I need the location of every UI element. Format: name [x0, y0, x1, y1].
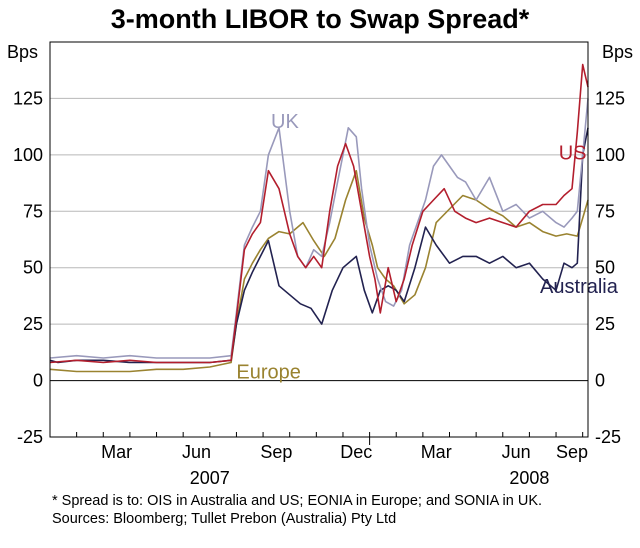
x-tick-label: Mar	[101, 442, 132, 462]
series-layer	[49, 63, 589, 373]
y-tick-left: 25	[23, 314, 43, 334]
x-tick-label: Mar	[421, 442, 452, 462]
y-tick-right: 125	[595, 88, 625, 108]
x-tick-label: Sep	[556, 442, 588, 462]
footnote-spread-note: * Spread is to: OIS in Australia and US;…	[52, 493, 543, 509]
series-label-europe: Europe	[236, 362, 301, 384]
x-tick-label: Dec	[340, 442, 372, 462]
y-tick-left: 50	[23, 258, 43, 278]
y-axis-unit-right: Bps	[602, 42, 633, 62]
y-tick-right: 75	[595, 201, 615, 221]
labels-layer: Europe Australia UK US	[236, 111, 618, 384]
y-tick-right: 100	[595, 145, 625, 165]
plot-frame	[49, 41, 589, 438]
x-tick-label: Jun	[502, 442, 531, 462]
y-tick-right: -25	[595, 427, 621, 447]
y-tick-right: 25	[595, 314, 615, 334]
x-tick-label: Sep	[260, 442, 292, 462]
x-tick-label: Jun	[182, 442, 211, 462]
x-year-label: 2007	[190, 468, 230, 488]
x-year-label: 2008	[509, 468, 549, 488]
y-tick-left: -25	[17, 427, 43, 447]
y-tick-right: 0	[595, 371, 605, 391]
series-line-us	[49, 63, 589, 364]
series-line-australia	[49, 127, 589, 364]
grid-lines	[50, 97, 588, 445]
y-tick-right: 50	[595, 258, 615, 278]
y-tick-left: 75	[23, 201, 43, 221]
y-tick-left: 0	[33, 371, 43, 391]
series-label-australia: Australia	[540, 276, 619, 298]
y-tick-left: 100	[13, 145, 43, 165]
series-label-uk: UK	[271, 111, 299, 133]
series-line-europe	[49, 169, 589, 373]
y-axis-unit-left: Bps	[7, 42, 38, 62]
series-label-us: US	[559, 143, 587, 165]
chart-title: 3-month LIBOR to Swap Spread*	[111, 4, 530, 34]
y-tick-left: 125	[13, 88, 43, 108]
footnote-sources: Sources: Bloomberg; Tullet Prebon (Austr…	[52, 511, 397, 527]
axis-labels: -25 -25 0 0 25 25 50 50 75 75 100 100 125 125 Mar Jun Se…	[13, 88, 625, 488]
